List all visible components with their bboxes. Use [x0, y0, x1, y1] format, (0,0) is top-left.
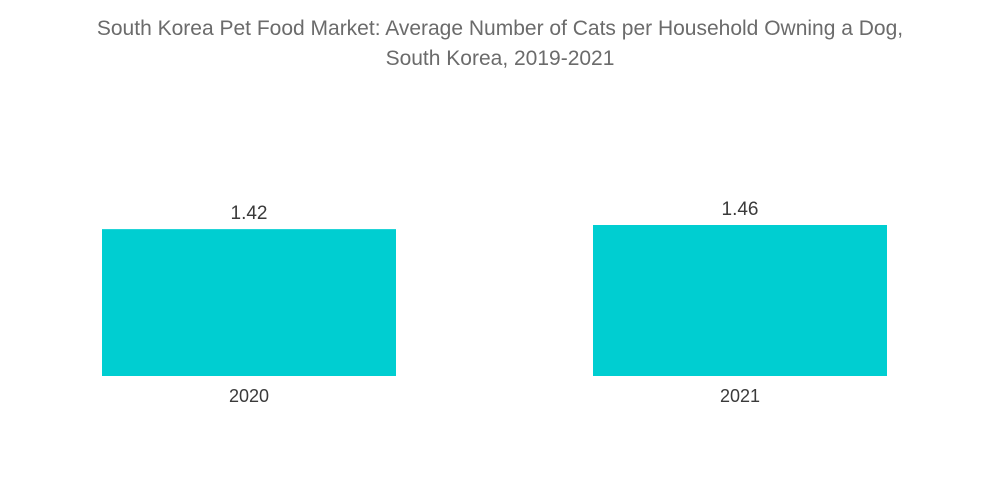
- data-label-2020: 1.42: [231, 203, 268, 224]
- chart-title-line-1: South Korea Pet Food Market: Average Num…: [96, 17, 904, 40]
- bar-2021: [593, 225, 887, 376]
- chart-title: South Korea Pet Food Market: Average Num…: [0, 14, 1000, 74]
- data-label-2021: 1.46: [722, 199, 759, 220]
- chart-title-line-2: South Korea, 2019-2021: [385, 47, 615, 70]
- x-tick-label-2020: 2020: [229, 386, 269, 406]
- bar-2020: [102, 229, 396, 376]
- x-tick-label-2021: 2021: [720, 386, 760, 406]
